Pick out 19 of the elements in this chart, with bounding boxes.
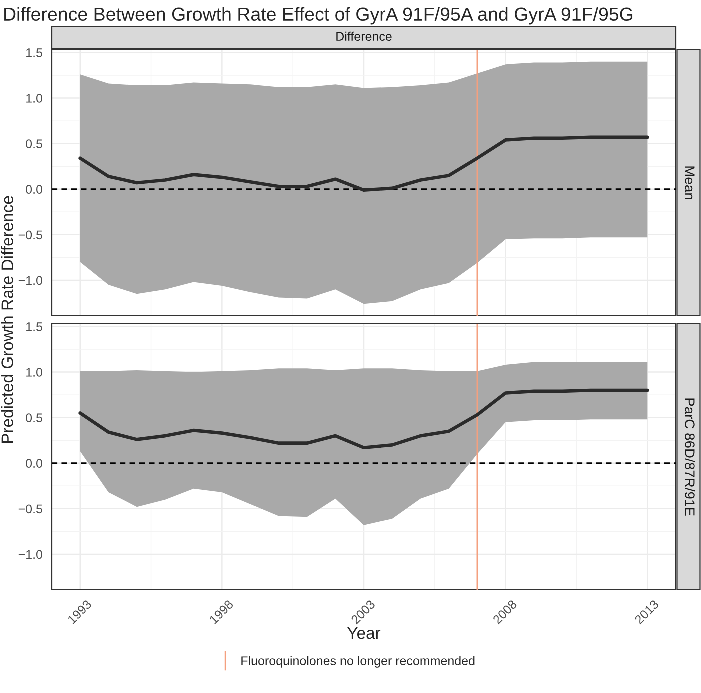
chart-subtitle: Difference [336,32,392,42]
chart-title: Difference Between Growth Rate Effect of GyrA 91F/95A and GyrA 91F/95G [4,7,633,25]
y-tick-label: 0.0 [26,185,42,194]
y-tick-label: 0.5 [26,414,42,422]
y-tick-label: 1.0 [26,94,42,103]
y2-axis-title: ParC 86D/87R/91E [685,398,696,516]
y-tick-label: −1.0 [18,276,42,286]
x-axis-title: Year [348,628,381,640]
y-tick-label: −0.5 [18,504,42,514]
y2-axis-title: Mean [685,166,695,200]
legend-label: Fluoroquinolones no longer recommended [242,656,475,668]
y-axis-title: Predicted Growth Rate Difference [1,196,14,444]
y-tick-label: 0.5 [26,140,42,148]
y-tick-label: −1.0 [18,550,42,560]
y-tick-label: −0.5 [18,230,42,240]
y-tick-label: 1.5 [26,48,42,58]
y-tick-label: 0.0 [26,459,42,468]
y-tick-label: 1.0 [26,368,42,377]
y-tick-label: 1.5 [26,322,42,332]
